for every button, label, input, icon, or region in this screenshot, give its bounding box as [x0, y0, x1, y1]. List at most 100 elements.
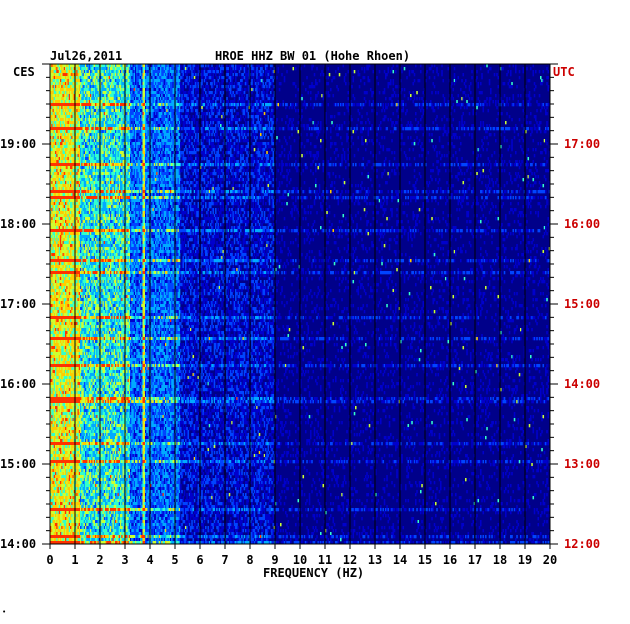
heatmap-cell: [465, 79, 467, 82]
heatmap-cell: [361, 106, 363, 109]
heatmap-cell: [258, 106, 260, 109]
heatmap-cell: [414, 79, 416, 82]
heatmap-cell: [219, 85, 221, 88]
heatmap-cell: [361, 67, 363, 70]
heatmap-cell: [401, 136, 403, 139]
heatmap-cell: [379, 124, 381, 127]
heatmap-cell: [191, 106, 193, 109]
heatmap-cell: [264, 85, 266, 88]
heatmap-cell: [393, 121, 395, 124]
heatmap-cell: [180, 118, 182, 121]
heatmap-cell: [454, 82, 456, 85]
heatmap-cell: [346, 133, 348, 136]
heatmap-cell: [264, 136, 266, 139]
heatmap-cell: [196, 97, 198, 100]
heatmap-cell: [415, 130, 417, 133]
heatmap-cell: [369, 103, 371, 106]
heatmap-cell: [373, 91, 375, 94]
heatmap-cell: [185, 82, 187, 85]
heatmap-cell: [436, 70, 438, 73]
heatmap-cell: [378, 82, 380, 85]
heatmap-cell: [295, 85, 297, 88]
heatmap-cell: [341, 127, 343, 130]
heatmap-cell: [195, 115, 197, 118]
heatmap-cell: [518, 94, 520, 97]
heatmap-cell: [266, 67, 268, 70]
heatmap-cell: [251, 79, 253, 82]
heatmap-cell: [511, 85, 513, 88]
heatmap-cell: [179, 106, 181, 109]
heatmap-cell: [338, 103, 340, 106]
heatmap-cell: [314, 73, 316, 76]
heatmap-cell: [295, 94, 297, 97]
heatmap-cell: [409, 70, 411, 73]
heatmap-cell: [270, 94, 272, 97]
heatmap-cell: [536, 121, 538, 124]
heatmap-cell: [183, 82, 185, 85]
heatmap-cell: [188, 112, 190, 115]
heatmap-cell: [333, 124, 335, 127]
heatmap-cell: [429, 76, 431, 79]
heatmap-cell: [234, 82, 236, 85]
heatmap-cell: [483, 109, 485, 112]
heatmap-cell: [426, 106, 428, 109]
heatmap-cell: [401, 133, 403, 136]
heatmap-cell: [233, 76, 235, 79]
heatmap-cell: [268, 136, 270, 139]
heatmap-cell: [448, 67, 450, 70]
heatmap-cell: [276, 100, 278, 103]
heatmap-cell: [244, 94, 246, 97]
heatmap-cell: [240, 118, 242, 121]
heatmap-cell: [211, 136, 213, 139]
heatmap-cell: [318, 127, 320, 130]
heatmap-cell: [480, 124, 482, 127]
heatmap-cell: [198, 85, 200, 88]
heatmap-cell: [218, 70, 220, 73]
heatmap-cell: [444, 115, 446, 118]
heatmap-cell: [213, 67, 215, 70]
heatmap-cell: [396, 109, 398, 112]
heatmap-cell: [220, 91, 222, 94]
heatmap-cell: [231, 133, 233, 136]
heatmap-cell: [298, 109, 300, 112]
heatmap-cell: [230, 136, 232, 139]
heatmap-cell: [510, 70, 512, 73]
heatmap-cell: [266, 130, 268, 133]
heatmap-cell: [395, 127, 397, 130]
heatmap-cell: [451, 94, 453, 97]
heatmap-cell: [518, 100, 520, 103]
heatmap-cell: [376, 139, 378, 142]
heatmap-cell: [509, 79, 511, 82]
heatmap-cell: [354, 103, 356, 106]
heatmap-cell: [461, 115, 463, 118]
heatmap-cell: [530, 97, 532, 100]
heatmap-cell: [188, 118, 190, 121]
heatmap-cell: [476, 70, 478, 73]
heatmap-cell: [364, 67, 366, 70]
heatmap-cell: [276, 106, 278, 109]
heatmap-cell: [278, 70, 280, 73]
heatmap-cell: [520, 103, 522, 106]
heatmap-cell: [493, 100, 495, 103]
heatmap-cell: [239, 136, 241, 139]
heatmap-cell: [351, 85, 353, 88]
heatmap-cell: [313, 106, 315, 109]
heatmap-cell: [498, 85, 500, 88]
heatmap-cell: [230, 130, 232, 133]
heatmap-cell: [253, 121, 255, 124]
heatmap-cell: [353, 76, 355, 79]
heatmap-cell: [463, 103, 465, 106]
heatmap-cell: [344, 76, 346, 79]
heatmap-cell: [256, 136, 258, 139]
heatmap-cell: [408, 121, 410, 124]
heatmap-cell: [495, 103, 497, 106]
heatmap-cell: [365, 139, 367, 142]
heatmap-cell: [179, 124, 181, 127]
heatmap-cell: [361, 139, 363, 142]
heatmap-cell: [191, 82, 193, 85]
heatmap-cell: [429, 139, 431, 142]
heatmap-cell: [271, 106, 273, 109]
heatmap-cell: [473, 103, 475, 106]
heatmap-cell: [205, 118, 207, 121]
heatmap-cell: [385, 76, 387, 79]
